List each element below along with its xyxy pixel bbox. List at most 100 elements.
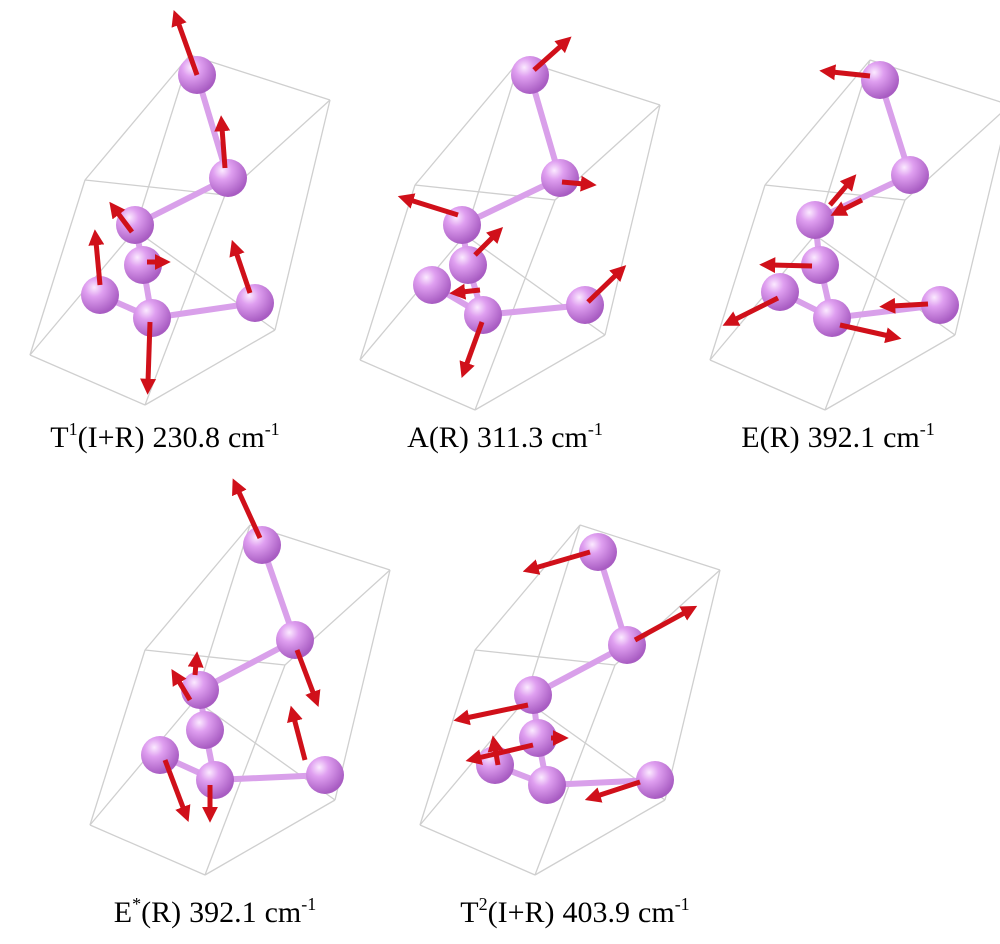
unit-cell-edge xyxy=(85,55,190,180)
displacement-arrow xyxy=(222,128,225,168)
structure-panel xyxy=(30,22,330,405)
unit-cell-edge xyxy=(335,570,390,800)
atom xyxy=(528,766,566,804)
mode-activity: (I+R) xyxy=(78,421,145,454)
figure: T1(I+R)230.8cm-1A(R)311.3cm-1E(R)392.1cm… xyxy=(0,0,1000,944)
displacement-arrow xyxy=(734,298,778,320)
displacement-arrow xyxy=(297,650,314,695)
atom xyxy=(236,284,274,322)
mode-unit: cm xyxy=(551,421,588,454)
atom xyxy=(196,761,234,799)
mode-unit-sup: -1 xyxy=(675,894,690,914)
unit-cell-edge xyxy=(360,185,415,360)
atom xyxy=(891,156,929,194)
structure-panel xyxy=(420,525,720,875)
atom xyxy=(464,296,502,334)
unit-cell-edge xyxy=(535,800,665,875)
mode-activity: (R) xyxy=(760,421,800,454)
mode-frequency: 230.8 xyxy=(153,421,221,454)
unit-cell-edge xyxy=(205,800,335,875)
atom xyxy=(124,246,162,284)
unit-cell-edge xyxy=(665,570,720,800)
unit-cell-edge xyxy=(420,650,475,825)
displacement-arrow xyxy=(236,252,250,293)
mode-unit: cm xyxy=(638,896,675,929)
unit-cell-edge xyxy=(415,60,520,185)
atom xyxy=(306,756,344,794)
displacement-arrow xyxy=(830,184,848,205)
unit-cell-edge xyxy=(145,525,250,650)
displacement-arrow xyxy=(562,182,584,184)
displacement-arrow xyxy=(294,718,305,760)
unit-cell-edge xyxy=(605,105,660,335)
displacement-arrow xyxy=(410,200,458,215)
atom xyxy=(186,711,224,749)
unit-cell-edge xyxy=(90,650,145,825)
unit-cell-edge xyxy=(90,825,205,875)
atom xyxy=(796,201,834,239)
displacement-arrow xyxy=(495,748,498,765)
atom xyxy=(541,159,579,197)
mode-symbol: T xyxy=(50,421,68,454)
atom xyxy=(813,299,851,337)
atom xyxy=(276,621,314,659)
mode-unit: cm xyxy=(228,421,265,454)
unit-cell-edge xyxy=(30,355,145,405)
mode-frequency: 311.3 xyxy=(477,421,543,454)
structure-panel xyxy=(360,45,660,410)
displacement-arrow xyxy=(466,705,528,718)
mode-unit: cm xyxy=(883,421,920,454)
displacement-arrow xyxy=(534,45,562,70)
mode-symbol: A xyxy=(407,421,429,454)
mode-symbol-sup: 2 xyxy=(479,894,488,914)
displacement-arrow xyxy=(148,322,150,382)
unit-cell-edge xyxy=(360,360,475,410)
mode-frequency: 392.1 xyxy=(189,896,257,929)
displacement-arrow xyxy=(840,325,889,336)
unit-cell-edge xyxy=(765,60,870,185)
unit-cell-edge xyxy=(825,335,955,410)
mode-unit-sup: -1 xyxy=(920,419,935,439)
mode-symbol-sup: 1 xyxy=(69,419,78,439)
mode-unit-sup: -1 xyxy=(265,419,280,439)
atom xyxy=(141,736,179,774)
atom xyxy=(413,266,451,304)
displacement-arrow xyxy=(635,612,686,640)
mode-symbol: T xyxy=(460,896,478,929)
atom xyxy=(608,626,646,664)
mode-unit-sup: -1 xyxy=(301,894,316,914)
atom xyxy=(636,761,674,799)
displacement-arrow xyxy=(462,290,480,292)
unit-cell-edge xyxy=(710,360,825,410)
displacement-arrow xyxy=(892,304,928,306)
mode-symbol: E xyxy=(114,896,132,929)
displacement-arrow xyxy=(475,236,494,255)
mode-symbol-sup: * xyxy=(132,894,141,914)
mode-activity: (I+R) xyxy=(488,896,555,929)
atom xyxy=(861,61,899,99)
unit-cell-edge xyxy=(475,525,580,650)
unit-cell-edge xyxy=(30,180,85,355)
structure-panel xyxy=(710,60,1000,410)
atom xyxy=(243,526,281,564)
atom xyxy=(209,159,247,197)
mode-unit-sup: -1 xyxy=(588,419,603,439)
displacement-arrow xyxy=(772,265,812,266)
unit-cell-edge xyxy=(710,185,765,360)
unit-cell-edge xyxy=(275,100,330,330)
structure-panel xyxy=(90,490,390,875)
unit-cell-edge xyxy=(420,825,535,875)
mode-frequency: 403.9 xyxy=(563,896,631,929)
atom xyxy=(116,206,154,244)
mode-frequency: 392.1 xyxy=(808,421,876,454)
mode-unit: cm xyxy=(265,896,302,929)
mode-activity: (R) xyxy=(429,421,469,454)
mode-caption: T2(I+R)403.9cm-1 xyxy=(460,894,689,929)
unit-cell-edge xyxy=(955,105,1000,335)
displacement-arrow xyxy=(195,664,196,675)
displacement-arrow xyxy=(238,490,260,538)
